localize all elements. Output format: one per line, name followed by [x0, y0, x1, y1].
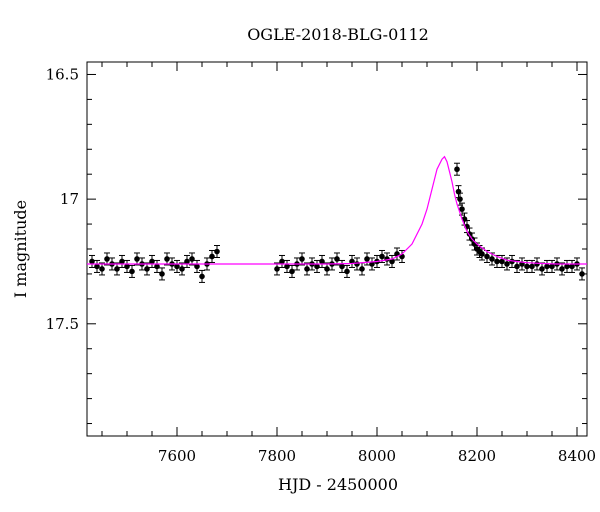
data-point	[119, 254, 125, 268]
data-point	[174, 259, 180, 273]
x-axis-label: HJD - 2450000	[278, 475, 398, 494]
data-point	[284, 259, 290, 273]
data-point	[455, 185, 462, 199]
x-tick-label: 7600	[158, 447, 196, 465]
data-point	[129, 264, 135, 278]
data-point	[94, 259, 100, 273]
data-point	[334, 252, 340, 266]
y-tick-label: 17.5	[46, 315, 79, 333]
x-tick-label: 7800	[258, 447, 296, 465]
data-point	[369, 257, 375, 271]
x-tick-labels: 7600 7800 8000 8200 8400	[158, 447, 596, 465]
data-point	[299, 252, 305, 266]
data-point	[89, 254, 95, 268]
data-point	[124, 259, 130, 273]
data-point	[499, 254, 505, 268]
data-point	[544, 259, 550, 273]
data-point	[529, 259, 535, 273]
data-point	[569, 259, 575, 273]
model-curve	[87, 155, 587, 265]
data-point	[314, 259, 320, 273]
data-point	[114, 262, 120, 276]
data-point	[324, 262, 330, 276]
plot-frame	[86, 61, 588, 437]
data-point	[144, 262, 150, 276]
data-point	[104, 252, 110, 266]
data-point	[549, 259, 555, 273]
data-point	[189, 252, 195, 266]
data-point	[164, 252, 170, 266]
y-tick-labels: 16.5 17 17.5	[46, 65, 79, 332]
data-point	[154, 259, 160, 273]
data-point	[354, 257, 360, 271]
data-point	[539, 262, 545, 276]
data-point	[519, 257, 525, 271]
data-point	[199, 269, 205, 283]
data-point	[304, 262, 310, 276]
data-point	[339, 259, 345, 273]
data-point	[214, 244, 220, 258]
x-tick-label: 8400	[558, 447, 596, 465]
data-point	[504, 257, 510, 271]
data-point	[564, 259, 570, 273]
x-tick-label: 8000	[358, 447, 396, 465]
y-tick-label: 17	[60, 190, 79, 208]
chart-title: OGLE-2018-BLG-0112	[247, 25, 429, 44]
data-point	[209, 249, 215, 263]
data-point	[279, 254, 285, 268]
data-point	[179, 262, 185, 276]
data-point	[194, 259, 200, 273]
data-point	[454, 162, 460, 176]
data-point	[159, 267, 165, 281]
data-point	[579, 267, 585, 281]
y-tick-label: 16.5	[46, 65, 79, 83]
data-point	[344, 264, 350, 278]
data-point	[534, 257, 540, 271]
data-point	[149, 254, 155, 268]
x-tick-label: 8200	[458, 447, 496, 465]
data-point	[184, 254, 190, 268]
y-axis-label: I magnitude	[11, 200, 30, 298]
data-point	[514, 259, 520, 273]
data-point	[289, 264, 295, 278]
data-point	[364, 252, 370, 266]
axis-ticks	[87, 62, 587, 436]
data-point	[274, 262, 280, 276]
data-point	[134, 252, 140, 266]
data-point	[559, 262, 565, 276]
data-point	[99, 262, 105, 276]
data-point	[389, 254, 395, 268]
data-point	[319, 254, 325, 268]
